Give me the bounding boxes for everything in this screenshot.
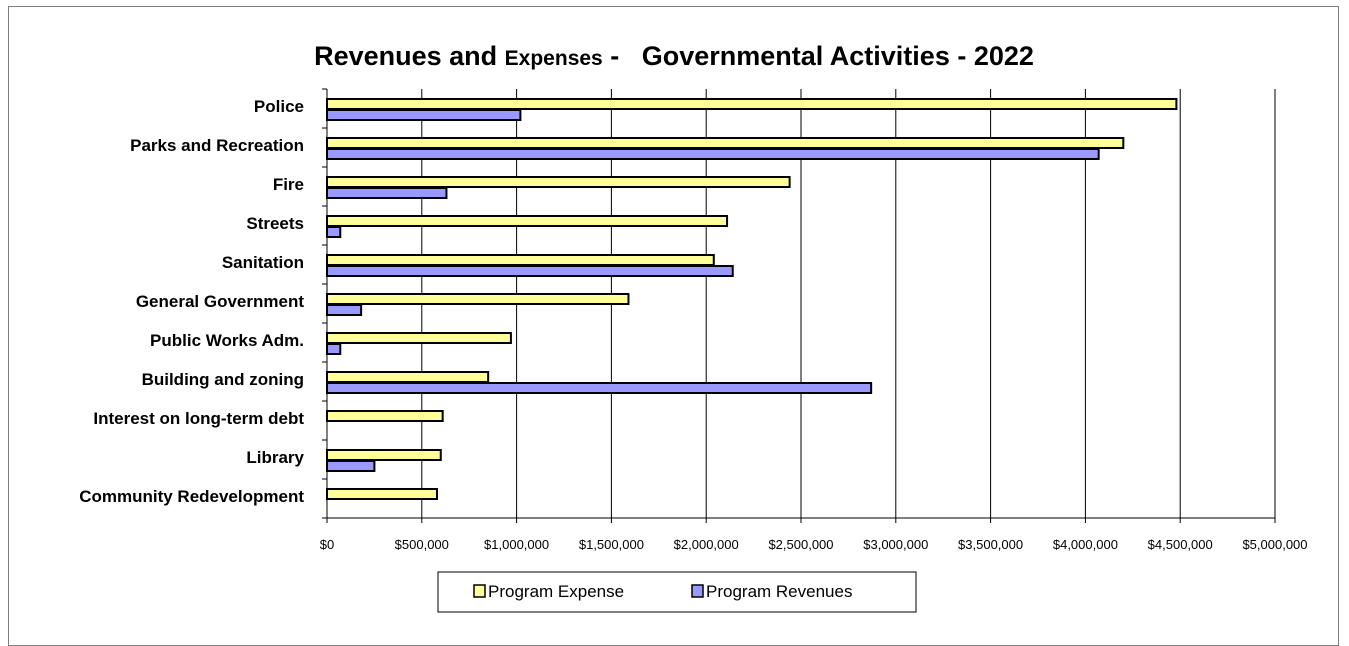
bar-expense: [326, 293, 630, 305]
category-labels: Police Parks and Recreation Fire Streets San…: [79, 97, 304, 506]
bar-revenue: [326, 460, 376, 472]
bar-revenue: [326, 148, 1100, 160]
category-label: Public Works Adm.: [150, 331, 304, 350]
bar-expense: [326, 98, 1178, 110]
bar-expense: [326, 215, 729, 227]
chart-frame: [8, 6, 1339, 646]
legend: Program Expense Program Revenues: [437, 571, 917, 613]
legend-box: [437, 571, 917, 613]
bar-expense: [326, 371, 490, 383]
legend-swatch: [473, 584, 486, 598]
category-label: Interest on long-term debt: [93, 409, 304, 428]
x-tick-label: $4,000,000: [1053, 537, 1118, 552]
chart-title-part1: Revenues and: [314, 41, 505, 71]
category-label: Library: [246, 448, 304, 467]
chart-title-part3: - Governmental Activities - 2022: [603, 41, 1034, 71]
chart-title-part2: Expenses: [505, 47, 603, 70]
x-tick-label: $1,500,000: [579, 537, 644, 552]
bar-revenue: [326, 382, 873, 394]
bar-revenue: [326, 226, 342, 238]
bar-revenue: [326, 187, 448, 199]
category-label: General Government: [136, 292, 305, 311]
category-label: Community Redevelopment: [79, 487, 304, 506]
x-tick-label: $1,000,000: [484, 537, 549, 552]
category-label: Sanitation: [222, 253, 304, 272]
bars: [326, 98, 1178, 500]
x-tick-label: $2,500,000: [768, 537, 833, 552]
bar-expense: [326, 410, 444, 422]
category-label: Parks and Recreation: [130, 136, 304, 155]
bar-revenue: [326, 265, 734, 277]
x-tick-label: $4,500,000: [1148, 537, 1213, 552]
x-tick-label: $0: [320, 537, 334, 552]
legend-swatch: [691, 584, 704, 598]
x-tick-labels: $0 $500,000 $1,000,000 $1,500,000 $2,000,000…: [320, 537, 1308, 552]
bar-revenue: [326, 109, 522, 121]
axes: [322, 88, 1276, 523]
bar-revenue: [326, 304, 363, 316]
bar-expense: [326, 488, 438, 500]
x-tick-label: $2,000,000: [674, 537, 739, 552]
x-tick-label: $5,000,000: [1242, 537, 1307, 552]
bar-expense: [326, 137, 1125, 149]
category-label: Police: [254, 97, 304, 116]
bar-expense: [326, 332, 512, 344]
chart-title: Revenues and Expenses - Governmental Act…: [314, 41, 1034, 71]
legend-label: Program Expense: [488, 582, 624, 601]
bar-chart: Revenues and Expenses - Governmental Act…: [79, 41, 1308, 613]
x-tick-label: $500,000: [395, 537, 449, 552]
gridlines: [421, 89, 1276, 518]
bar-expense: [326, 176, 791, 188]
category-label: Building and zoning: [142, 370, 304, 389]
x-tick-label: $3,000,000: [863, 537, 928, 552]
legend-label: Program Revenues: [706, 582, 852, 601]
bar-revenue: [326, 343, 342, 355]
category-label: Fire: [273, 175, 304, 194]
bar-expense: [326, 254, 715, 266]
x-tick-label: $3,500,000: [958, 537, 1023, 552]
bar-expense: [326, 449, 442, 461]
category-label: Streets: [246, 214, 304, 233]
